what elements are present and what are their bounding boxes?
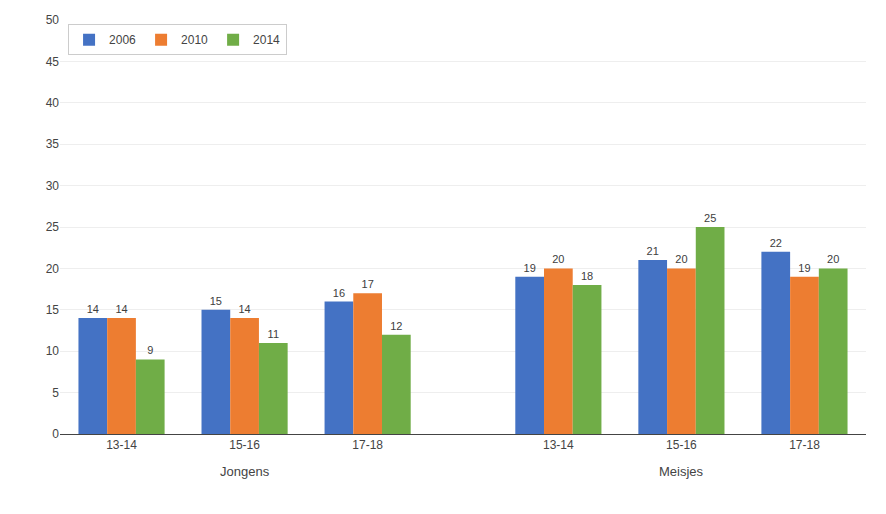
- svg-text:9: 9: [147, 344, 153, 356]
- svg-text:15: 15: [46, 303, 60, 317]
- svg-text:15-16: 15-16: [666, 438, 697, 452]
- svg-text:15-16: 15-16: [229, 438, 260, 452]
- svg-text:19: 19: [524, 262, 536, 274]
- svg-text:30: 30: [46, 179, 60, 193]
- svg-text:17-18: 17-18: [789, 438, 820, 452]
- svg-text:16: 16: [333, 287, 345, 299]
- svg-text:50: 50: [46, 13, 60, 27]
- svg-text:13-14: 13-14: [106, 438, 137, 452]
- svg-text:22: 22: [770, 237, 782, 249]
- svg-text:Jongens: Jongens: [220, 464, 270, 479]
- svg-text:2010: 2010: [181, 33, 208, 47]
- svg-text:14: 14: [115, 303, 127, 315]
- svg-text:11: 11: [268, 328, 279, 340]
- svg-text:14: 14: [238, 303, 250, 315]
- svg-text:25: 25: [704, 212, 716, 224]
- svg-text:40: 40: [46, 96, 60, 110]
- svg-text:20: 20: [46, 262, 60, 276]
- svg-text:2014: 2014: [253, 33, 280, 47]
- svg-text:45: 45: [46, 55, 60, 69]
- svg-text:20: 20: [827, 253, 839, 265]
- svg-text:21: 21: [647, 245, 659, 257]
- svg-text:19: 19: [798, 262, 810, 274]
- svg-text:25: 25: [46, 220, 60, 234]
- svg-text:Meisjes: Meisjes: [659, 464, 704, 479]
- svg-text:2006: 2006: [109, 33, 136, 47]
- svg-text:17-18: 17-18: [352, 438, 383, 452]
- svg-text:35: 35: [46, 137, 60, 151]
- svg-text:0: 0: [52, 427, 59, 441]
- svg-text:10: 10: [46, 344, 60, 358]
- svg-text:18: 18: [581, 270, 593, 282]
- svg-text:15: 15: [210, 295, 222, 307]
- svg-text:17: 17: [362, 278, 374, 290]
- svg-text:20: 20: [675, 253, 687, 265]
- svg-text:20: 20: [552, 253, 564, 265]
- svg-text:14: 14: [87, 303, 99, 315]
- svg-text:5: 5: [52, 386, 59, 400]
- svg-text:12: 12: [390, 320, 402, 332]
- svg-text:13-14: 13-14: [543, 438, 574, 452]
